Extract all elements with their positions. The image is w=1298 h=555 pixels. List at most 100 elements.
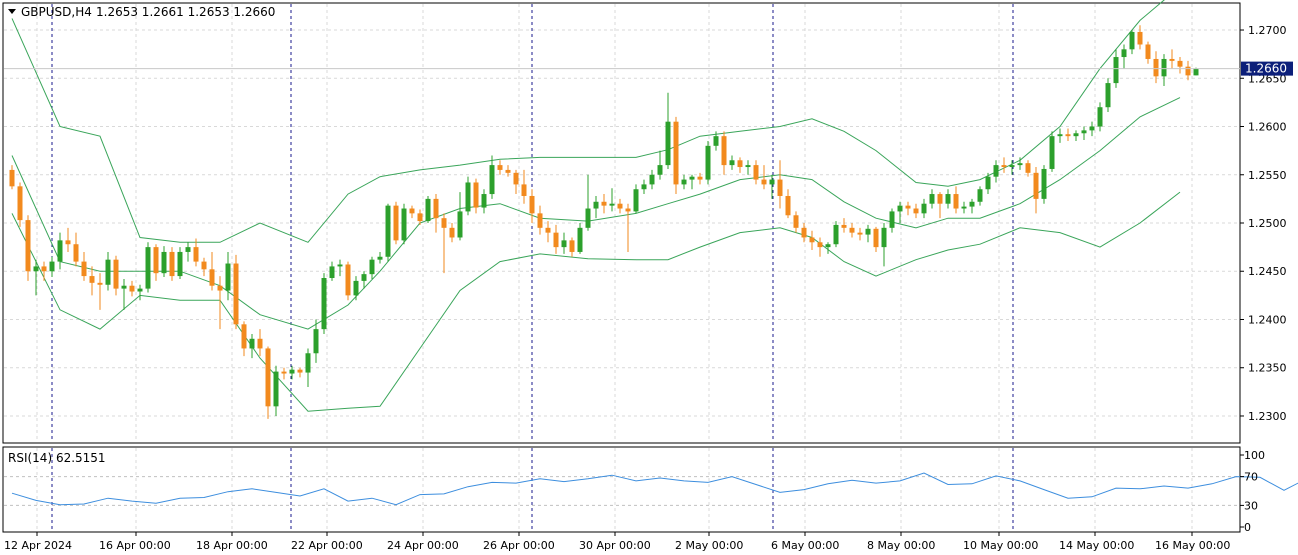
time-tick-label: 26 Apr 00:00 [483, 539, 555, 552]
candle-body [241, 324, 247, 349]
collapse-triangle-icon[interactable] [8, 9, 16, 14]
candle-body [857, 232, 863, 235]
time-tick-label: 10 May 00:00 [963, 539, 1038, 552]
candle-body [257, 338, 263, 349]
candle-body [793, 215, 799, 228]
candle-body [713, 136, 719, 146]
time-tick-label: 8 May 00:00 [867, 539, 935, 552]
candle-body [425, 198, 431, 222]
candle-body [1177, 60, 1183, 67]
candle-body [57, 240, 63, 262]
candle-body [385, 205, 391, 257]
band-upper [11, 0, 1165, 243]
price-tick-label: 1.2500 [1248, 217, 1287, 230]
rsi-tick-label: 70 [1244, 471, 1258, 484]
candle-body [673, 121, 679, 185]
candle-body [145, 247, 151, 289]
candle-body [825, 244, 831, 248]
candle-body [537, 213, 543, 228]
candle-body [1025, 163, 1031, 173]
candle-body [273, 371, 279, 407]
time-tick-label: 18 Apr 00:00 [196, 539, 268, 552]
candle-body [137, 288, 143, 292]
candle-body [561, 240, 567, 248]
candle-body [993, 165, 999, 177]
candle-body [953, 194, 959, 209]
candle-body [369, 259, 375, 275]
candle-body [1065, 134, 1071, 137]
candle-body [1017, 163, 1023, 166]
candle-body [1153, 58, 1159, 77]
candle-body [1081, 130, 1087, 134]
candle-body [97, 282, 103, 285]
candle-body [25, 220, 31, 272]
candle-body [185, 247, 191, 252]
candle-body [505, 169, 511, 173]
candle-body [753, 165, 759, 180]
candle-body [1145, 44, 1151, 59]
candle-body [705, 145, 711, 180]
candle-body [193, 247, 199, 262]
candle-body [17, 186, 23, 221]
candle-body [1121, 49, 1127, 58]
price-tick-label: 1.2550 [1248, 169, 1287, 182]
candle-body [633, 189, 639, 212]
rsi-tick-label: 0 [1244, 521, 1251, 534]
candle-body [545, 227, 551, 233]
candle-body [345, 264, 351, 296]
candle-body [553, 232, 559, 248]
candle-body [1161, 58, 1167, 77]
time-tick-label: 30 Apr 00:00 [579, 539, 651, 552]
candle-body [625, 208, 631, 212]
rsi-axis: 100 70 30 0 [1240, 449, 1265, 534]
candle-body [737, 160, 743, 168]
candle-body [465, 182, 471, 212]
candle-body [681, 179, 687, 185]
time-tick-label: 16 Apr 00:00 [99, 539, 171, 552]
candle-body [121, 285, 127, 289]
candle-body [1073, 133, 1079, 137]
time-tick-label: 16 May 00:00 [1155, 539, 1230, 552]
symbol-timeframe: GBPUSD,H4 [21, 5, 92, 19]
price-tick-label: 1.2400 [1248, 313, 1287, 326]
candle-body [913, 208, 919, 214]
grid-lines [4, 4, 1239, 531]
candle-body [1137, 31, 1143, 45]
candle-body [841, 224, 847, 228]
candle-body [521, 184, 527, 196]
candle-body [689, 176, 695, 180]
candle-body [161, 251, 167, 274]
candle-body [473, 182, 479, 208]
candle-body [785, 195, 791, 216]
price-tick-label: 1.2350 [1248, 362, 1287, 375]
candle-body [33, 266, 39, 272]
candle-body [641, 184, 647, 190]
candle-body [609, 203, 615, 206]
candle-body [73, 244, 79, 262]
candle-body [89, 276, 95, 283]
candle-body [745, 165, 751, 168]
candle-body [1193, 68, 1199, 76]
price-tick-label: 1.2300 [1248, 410, 1287, 423]
rsi-line [11, 472, 1298, 506]
candle-body [961, 206, 967, 209]
week-separators [51, 4, 1014, 531]
candle-body [577, 227, 583, 252]
candle-body [329, 266, 335, 278]
candle-body [649, 174, 655, 185]
ohlc-values: 1.2653 1.2661 1.2653 1.2660 [96, 5, 275, 19]
candle-body [449, 227, 455, 238]
candle-body [337, 264, 343, 267]
price-tick-label: 1.2600 [1248, 121, 1287, 134]
candle-body [265, 348, 271, 407]
candle-body [1057, 134, 1063, 137]
candle-body [353, 280, 359, 296]
candle-body [585, 208, 591, 228]
candle-body [169, 251, 175, 277]
current-price-label: 1.2660 [1245, 62, 1287, 76]
candle-body [1001, 165, 1007, 168]
price-axis: 1.27001.26501.26001.25501.25001.24501.24… [1240, 24, 1287, 423]
rsi-tick-label: 30 [1244, 499, 1258, 512]
candle-body [225, 263, 231, 291]
